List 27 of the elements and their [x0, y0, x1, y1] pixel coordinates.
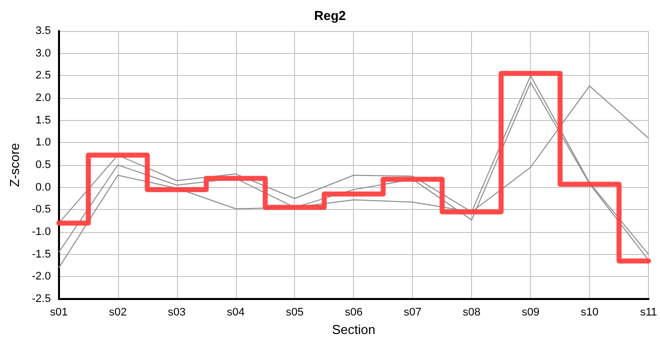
y-axis-title: Z-score — [7, 142, 22, 188]
y-tick-label: 1.0 — [36, 136, 51, 149]
y-tick-label: 2.5 — [36, 70, 51, 82]
x-tick-label: s10 — [580, 306, 598, 318]
x-tick-label: s02 — [108, 306, 127, 318]
y-tick-label: 0.5 — [36, 159, 51, 171]
y-tick-label: 1.5 — [36, 114, 51, 126]
chart-title: Reg2 — [314, 8, 346, 23]
y-tick-label: 3.5 — [36, 25, 51, 37]
y-tick-label: 2.0 — [36, 92, 51, 104]
y-tick-label: -1.0 — [32, 226, 51, 238]
y-tick-label: 0.0 — [36, 181, 51, 194]
x-tick-label: s08 — [462, 306, 481, 318]
x-tick-label: s11 — [640, 306, 657, 318]
x-tick-label: s07 — [404, 306, 422, 318]
y-tick-label: 3.0 — [36, 47, 51, 60]
x-tick-label: s05 — [286, 306, 304, 318]
x-tick-label: s03 — [168, 306, 186, 318]
x-tick-label: s09 — [522, 306, 540, 318]
x-axis-title: Section — [332, 322, 376, 337]
y-tick-label: -1.5 — [32, 248, 51, 260]
y-tick-label: -2.5 — [32, 293, 51, 305]
x-tick-label: s04 — [226, 306, 245, 318]
x-tick-label: s06 — [344, 306, 363, 318]
x-tick-label: s01 — [50, 306, 68, 318]
y-tick-label: -0.5 — [32, 204, 51, 216]
y-tick-label: -2.0 — [32, 270, 51, 283]
